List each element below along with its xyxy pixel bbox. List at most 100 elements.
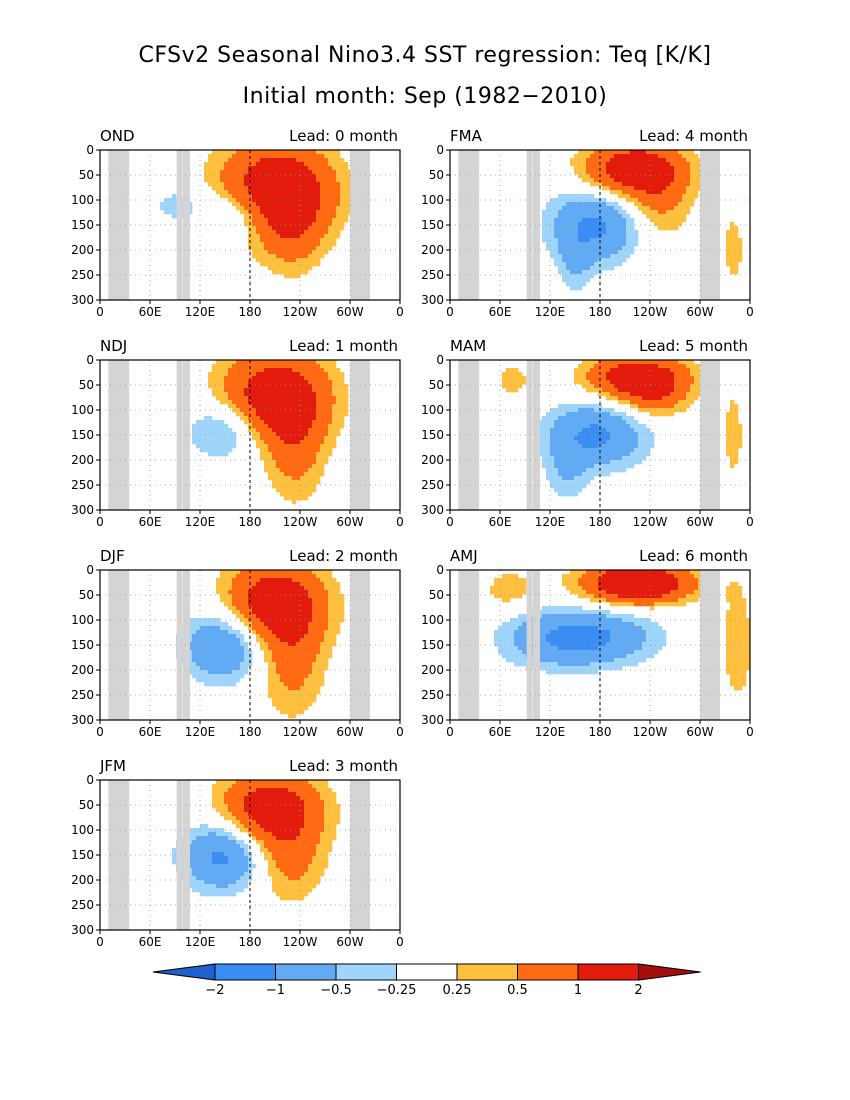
cell bbox=[730, 246, 735, 251]
cell bbox=[582, 206, 587, 211]
cell bbox=[340, 392, 345, 397]
cell bbox=[252, 250, 257, 255]
cell bbox=[674, 364, 679, 369]
cell bbox=[192, 650, 197, 655]
cell bbox=[336, 230, 341, 235]
cell bbox=[296, 880, 301, 885]
cell bbox=[264, 816, 269, 821]
cell bbox=[280, 214, 285, 219]
cell bbox=[252, 420, 257, 425]
cell bbox=[296, 190, 301, 195]
cell bbox=[280, 424, 285, 429]
cell bbox=[284, 242, 289, 247]
cell bbox=[284, 666, 289, 671]
cell bbox=[216, 804, 221, 809]
cell bbox=[228, 178, 233, 183]
cell bbox=[312, 476, 317, 481]
cell bbox=[300, 836, 305, 841]
cell bbox=[260, 380, 265, 385]
x-tick-label: 120W bbox=[283, 935, 318, 949]
cell bbox=[220, 368, 225, 373]
cell bbox=[260, 808, 265, 813]
cell bbox=[192, 868, 197, 873]
cell bbox=[308, 472, 313, 477]
cell bbox=[646, 158, 651, 163]
cell bbox=[590, 226, 595, 231]
cell bbox=[590, 194, 595, 199]
cell bbox=[316, 606, 321, 611]
cell bbox=[264, 408, 269, 413]
cell bbox=[562, 206, 567, 211]
cell bbox=[208, 420, 213, 425]
cell bbox=[172, 198, 177, 203]
cell bbox=[288, 852, 293, 857]
cell bbox=[312, 844, 317, 849]
cell bbox=[578, 258, 583, 263]
cell bbox=[670, 174, 675, 179]
cell bbox=[232, 780, 237, 785]
cell bbox=[340, 158, 345, 163]
cell bbox=[614, 250, 619, 255]
cell bbox=[284, 384, 289, 389]
cell bbox=[308, 222, 313, 227]
cell bbox=[272, 860, 277, 865]
cell bbox=[212, 440, 217, 445]
cell bbox=[328, 812, 333, 817]
cell bbox=[296, 202, 301, 207]
cell bbox=[272, 792, 277, 797]
cell bbox=[602, 178, 607, 183]
cell bbox=[316, 618, 321, 623]
cell bbox=[312, 638, 317, 643]
cell bbox=[324, 864, 329, 869]
cell bbox=[320, 622, 325, 627]
cell bbox=[220, 860, 225, 865]
cell bbox=[212, 666, 217, 671]
cell bbox=[280, 460, 285, 465]
cell bbox=[670, 162, 675, 167]
cell bbox=[300, 828, 305, 833]
cell bbox=[276, 250, 281, 255]
cell bbox=[324, 194, 329, 199]
cell bbox=[550, 214, 555, 219]
cell bbox=[272, 178, 277, 183]
cell bbox=[336, 186, 341, 191]
cell bbox=[502, 376, 507, 381]
cell bbox=[566, 210, 571, 215]
cell bbox=[510, 368, 515, 373]
cell bbox=[328, 614, 333, 619]
cell bbox=[284, 424, 289, 429]
cell bbox=[590, 230, 595, 235]
cell bbox=[626, 158, 631, 163]
cell bbox=[308, 690, 313, 695]
cell bbox=[220, 190, 225, 195]
cell bbox=[220, 582, 225, 587]
cell bbox=[300, 812, 305, 817]
cell bbox=[614, 380, 619, 385]
cell bbox=[328, 234, 333, 239]
cell bbox=[280, 618, 285, 623]
cell bbox=[224, 570, 229, 575]
cell bbox=[296, 792, 301, 797]
cell bbox=[256, 836, 261, 841]
cell bbox=[240, 876, 245, 881]
cell bbox=[232, 808, 237, 813]
cell bbox=[260, 190, 265, 195]
cell bbox=[288, 476, 293, 481]
cell bbox=[296, 820, 301, 825]
cell bbox=[674, 186, 679, 191]
cell bbox=[224, 800, 229, 805]
cell bbox=[212, 674, 217, 679]
cell bbox=[192, 618, 197, 623]
cell bbox=[586, 222, 591, 227]
cell bbox=[316, 876, 321, 881]
cell bbox=[618, 214, 623, 219]
cell bbox=[268, 166, 273, 171]
cell bbox=[252, 570, 257, 575]
cell bbox=[662, 380, 667, 385]
cell bbox=[642, 202, 647, 207]
cell bbox=[598, 380, 603, 385]
cell bbox=[574, 270, 579, 275]
cell bbox=[340, 210, 345, 215]
cell bbox=[682, 162, 687, 167]
cell bbox=[264, 594, 269, 599]
